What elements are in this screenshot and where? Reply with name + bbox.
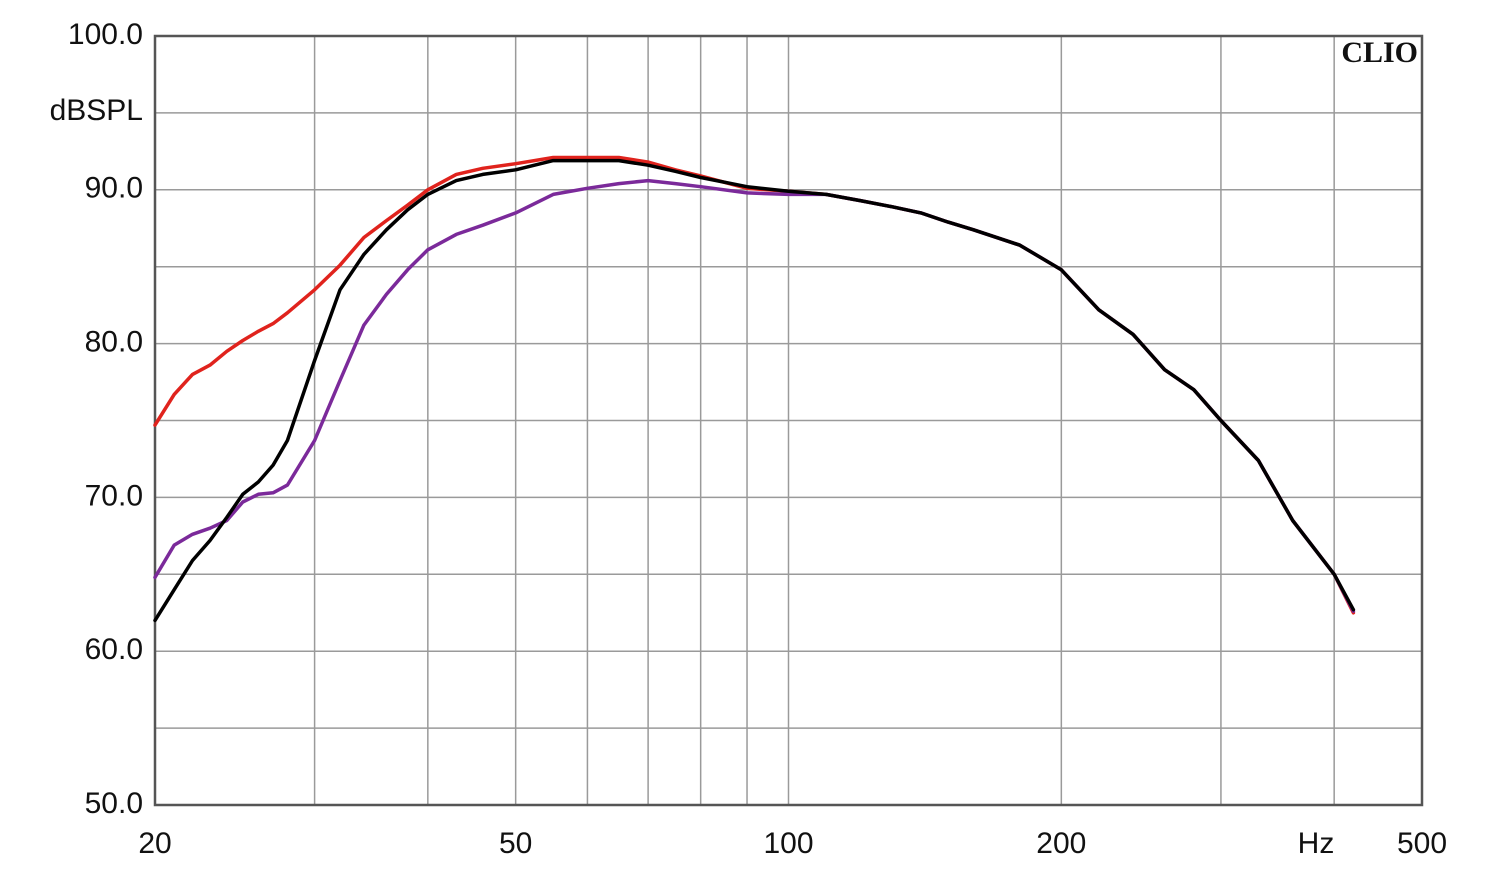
x-axis-label: Hz [1298,827,1335,860]
series-line [153,178,1356,613]
plot-frame [153,34,1424,807]
y-tick-label: 80.0 [85,326,143,359]
y-axis-label: dBSPL [50,94,143,127]
y-tick-label: 60.0 [85,633,143,666]
y-tick-label: 70.0 [85,479,143,512]
series-line [153,155,1356,615]
y-tick-label: 50.0 [85,787,143,820]
annotation: CLIO [1341,36,1418,69]
x-tick-label: 500 [1397,827,1447,860]
x-tick-label: 200 [1036,827,1086,860]
x-tick-label: 100 [763,827,813,860]
y-tick-label: 90.0 [85,172,143,205]
x-tick-label: 50 [499,827,532,860]
y-tick-label: 100.0 [68,18,143,51]
x-tick-label: 20 [138,827,171,860]
series-line [153,158,1356,623]
